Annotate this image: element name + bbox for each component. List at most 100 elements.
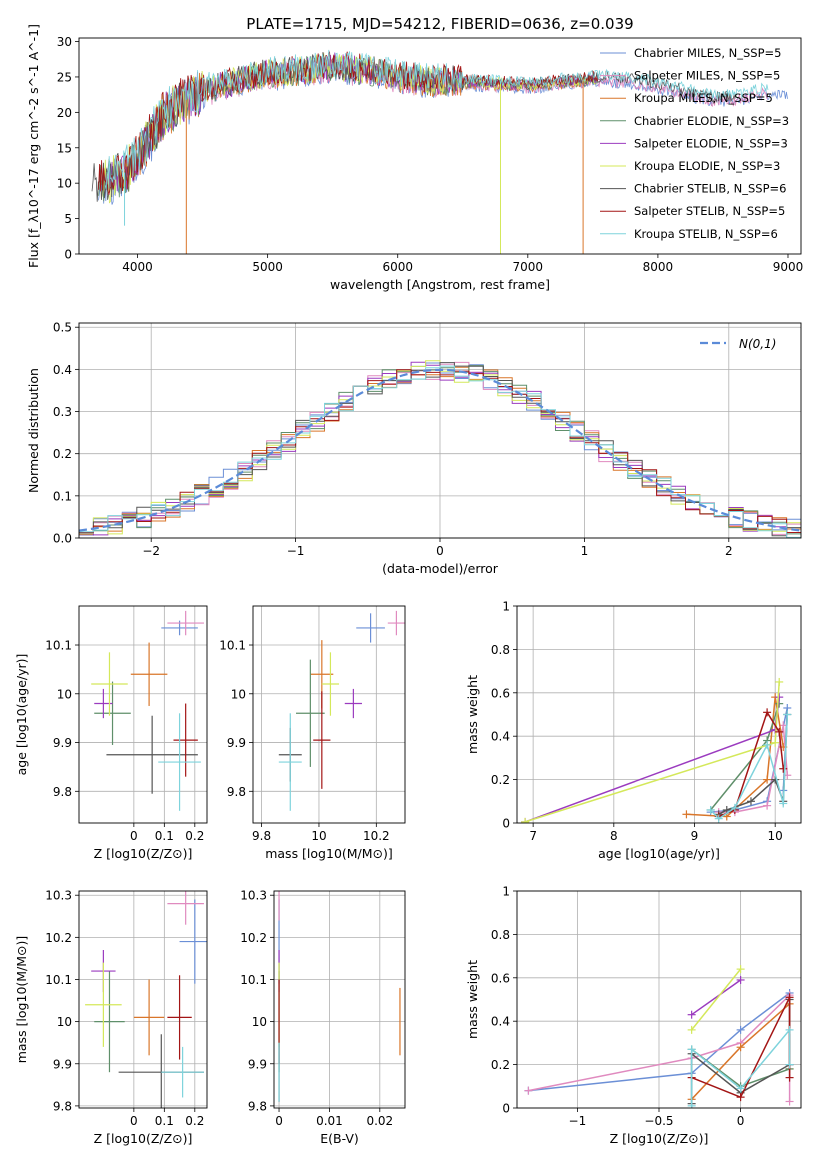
x-tick-label: 1 <box>581 544 589 558</box>
data-point-marker <box>714 814 723 823</box>
y-tick-label: 9.8 <box>53 1099 72 1113</box>
y-tick-label: 0.4 <box>491 1015 510 1029</box>
y-tick-label: 10.3 <box>240 889 267 903</box>
y-tick-label: 9.8 <box>248 1099 267 1113</box>
y-tick-label: 1 <box>502 600 510 614</box>
y-tick-label: 5 <box>64 212 72 226</box>
series-line <box>682 693 788 821</box>
data-point-marker <box>687 1010 696 1019</box>
series-line <box>521 693 784 823</box>
y-axis-label: Normed distribution <box>26 368 41 493</box>
data-point-marker <box>730 803 739 812</box>
x-tick-label: 9 <box>691 829 699 843</box>
data-point-marker <box>746 797 755 806</box>
legend-entry: Salpeter MILES, N_SSP=5 <box>634 69 780 83</box>
x-tick-label: 6000 <box>382 260 413 274</box>
data-point-errorbar <box>133 979 165 1056</box>
data-point-marker <box>524 1086 533 1095</box>
x-tick-label: 0.1 <box>155 1114 174 1128</box>
data-point-marker <box>779 764 788 773</box>
data-point-marker <box>785 1060 794 1069</box>
legend-entry: Salpeter ELODIE, N_SSP=3 <box>634 136 788 150</box>
data-point-marker <box>775 727 784 736</box>
plot-area-spectrum <box>91 49 788 254</box>
x-tick-label: 7 <box>529 829 537 843</box>
x-tick-label: 10.2 <box>363 829 390 843</box>
y-tick-label: 0.2 <box>491 1058 510 1072</box>
y-axis-label: mass weight <box>465 960 480 1039</box>
y-tick-label: 0.4 <box>53 363 72 377</box>
data-point-errorbar <box>94 681 131 745</box>
panel-age-vs-Z: 0 0.1 0.2 9.8 9.9 10 10.1 Z [log10(Z/Z⊙)] age [l… <box>14 605 208 861</box>
spectrum-series-line <box>104 49 769 189</box>
data-point-marker <box>785 993 794 1002</box>
y-tick-label: 0 <box>502 1102 510 1116</box>
data-point-marker <box>736 1043 745 1052</box>
x-tick-label: −0.5 <box>644 1114 673 1128</box>
y-tick-label: 10 <box>57 177 72 191</box>
y-axis-label: mass [log10(M/M⊙)] <box>14 936 29 1064</box>
axes-frame: 4000 5000 6000 7000 8000 9000 0 5 10 15 20 25 30 wave… <box>26 24 803 292</box>
x-tick-label: 0 <box>130 829 138 843</box>
y-tick-label: 9.9 <box>248 1057 267 1071</box>
plot-area-age-vs-mass <box>278 610 405 811</box>
x-tick-label: 0 <box>737 1114 745 1128</box>
data-point-marker <box>771 738 780 747</box>
y-tick-label: 30 <box>57 35 72 49</box>
data-point-marker <box>775 693 784 702</box>
y-tick-label: 0.0 <box>53 532 72 546</box>
y-tick-label: 0.4 <box>491 730 510 744</box>
x-tick-label: 4000 <box>122 260 153 274</box>
data-point-marker <box>785 1073 794 1082</box>
y-tick-label: 0.6 <box>491 686 510 700</box>
legend-entry: Salpeter STELIB, N_SSP=5 <box>634 204 785 218</box>
series-line <box>521 677 784 823</box>
legend-entry: Kroupa MILES, N_SSP=5 <box>634 91 773 105</box>
y-tick-label: 10.1 <box>240 973 267 987</box>
x-axis-label: Z [log10(Z/Z⊙)] <box>94 1131 193 1146</box>
plot-area-massweight-vs-age <box>521 677 792 823</box>
y-tick-label: 10.3 <box>45 889 72 903</box>
x-axis-label: E(B-V) <box>320 1131 359 1146</box>
axes-frame: 7 8 9 10 0 0.2 0.4 0.6 0.8 1 age [log10(age/yr)] ma… <box>465 600 802 861</box>
histogram-series <box>79 369 801 533</box>
data-point-marker <box>785 1097 794 1106</box>
panel-age-vs-mass: 9.8 10 10.2 9.8 9.9 10 10.1 mass [log10(M/M⊙)] <box>219 605 406 861</box>
data-point-marker <box>775 677 784 686</box>
y-tick-label: 0.8 <box>491 928 510 942</box>
y-tick-label: 1 <box>502 885 510 899</box>
legend-entry: N(0,1) <box>739 337 776 351</box>
x-tick-label: 9.8 <box>252 829 271 843</box>
data-point-errorbar <box>161 1046 204 1098</box>
y-tick-label: 10 <box>57 687 72 701</box>
data-point-marker <box>763 775 772 784</box>
data-point-marker <box>763 801 772 810</box>
data-point-errorbar <box>167 891 204 925</box>
y-tick-label: 0 <box>502 817 510 831</box>
y-tick-label: 20 <box>57 106 72 120</box>
data-point-marker <box>687 1045 696 1054</box>
legend: Chabrier MILES, N_SSP=5 Salpeter MILES, N… <box>600 46 789 241</box>
panel-spectrum: 4000 5000 6000 7000 8000 9000 0 5 10 15 20 25 30 wave… <box>26 24 803 292</box>
plot-area-mass-vs-Z <box>85 891 207 1108</box>
legend-entry: Kroupa STELIB, N_SSP=6 <box>634 227 778 241</box>
data-point-errorbar <box>94 971 125 1073</box>
histogram-series <box>79 362 801 537</box>
y-tick-label: 0.3 <box>53 405 72 419</box>
data-point-marker <box>706 805 715 814</box>
data-point-errorbar <box>356 613 385 643</box>
legend-entry: Chabrier ELODIE, N_SSP=3 <box>634 114 789 128</box>
y-tick-label: 0.8 <box>491 643 510 657</box>
axes-frame: 0 0.1 0.2 9.8 9.9 10 10.1 10.2 10.3 Z [log10(Z/Z⊙… <box>14 889 208 1146</box>
y-tick-label: 0.2 <box>53 447 72 461</box>
x-tick-label: 0.1 <box>155 829 174 843</box>
y-tick-label: 9.9 <box>227 736 246 750</box>
y-axis-label: Flux [f_λ10^-17 erg cm^-2 s^-1 A^-1] <box>26 24 41 268</box>
data-point-marker <box>687 1101 696 1108</box>
data-point-marker <box>682 810 691 819</box>
x-tick-label: 0.01 <box>316 1114 343 1128</box>
y-tick-label: 9.8 <box>227 785 246 799</box>
data-point-marker <box>521 817 530 823</box>
data-point-errorbar <box>106 715 198 794</box>
